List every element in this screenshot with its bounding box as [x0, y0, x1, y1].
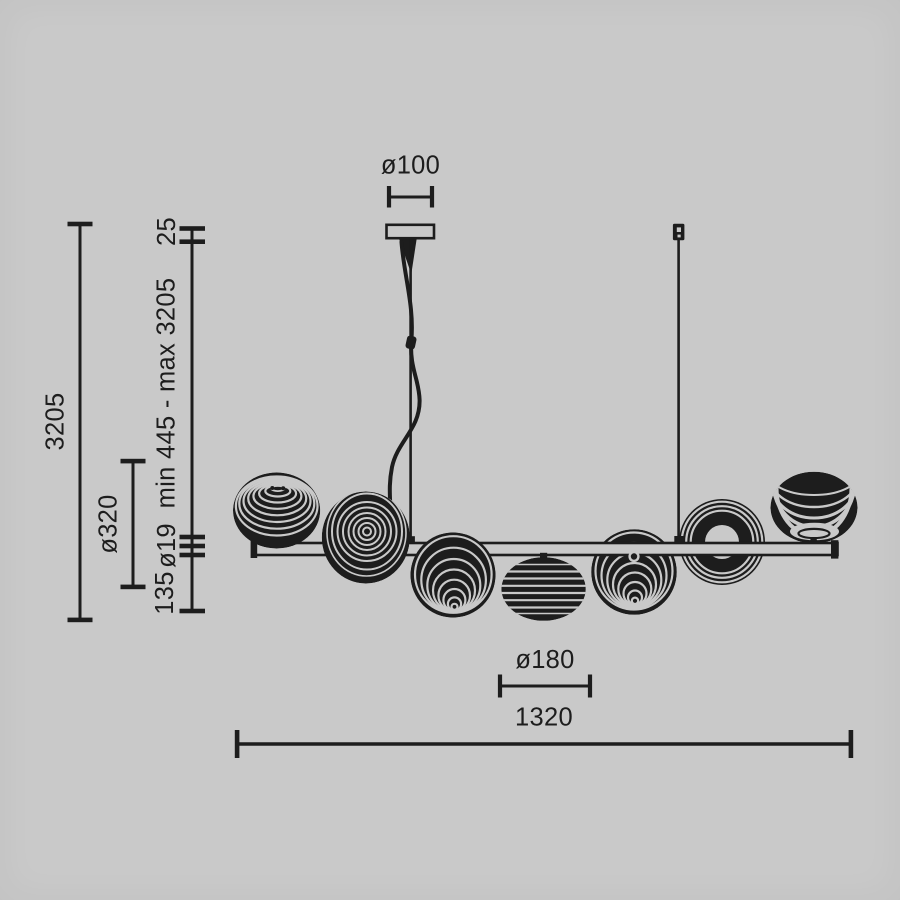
shade-4-lantern	[501, 552, 586, 621]
label-large-shade-diameter: ø320	[95, 494, 123, 553]
rod-end-cap-right	[831, 540, 839, 559]
dimension-small-shade-diameter: ø180	[497, 646, 593, 698]
label-rod-diameter: ø19	[153, 523, 181, 568]
dimension-canopy-diameter: ø100	[381, 152, 440, 208]
shade-2-bullseye	[321, 491, 410, 584]
label-canopy-diameter: ø100	[381, 152, 440, 180]
dimension-adjustable-height: 25 min 445 - max 3205 ø19 135	[151, 217, 205, 615]
suspension-wire-right	[672, 223, 685, 544]
label-canopy-height: 25	[153, 217, 181, 246]
label-total-height: 3205	[42, 393, 70, 451]
label-adjustable-height: min 445 - max 3205	[153, 278, 181, 509]
suspension-cord-left	[387, 238, 422, 544]
label-small-shade-diameter: ø180	[515, 646, 574, 674]
wire-mount-left	[406, 536, 415, 544]
ceiling-canopy	[385, 223, 436, 240]
shade-7-ribbed	[770, 471, 858, 544]
wire-mount-right	[674, 536, 684, 544]
dimension-total-width: 1320	[234, 704, 854, 758]
label-shade-drop: 135	[151, 571, 179, 614]
cord-connector-bead	[405, 335, 417, 350]
rod-end-cap-left	[250, 540, 258, 558]
shade-1-ribbed-top	[233, 472, 321, 549]
shade-3-spiral	[410, 532, 496, 618]
dimension-large-shade-diameter: ø320	[95, 458, 146, 590]
label-total-width: 1320	[515, 704, 573, 732]
dimension-total-height: 3205	[42, 221, 93, 623]
